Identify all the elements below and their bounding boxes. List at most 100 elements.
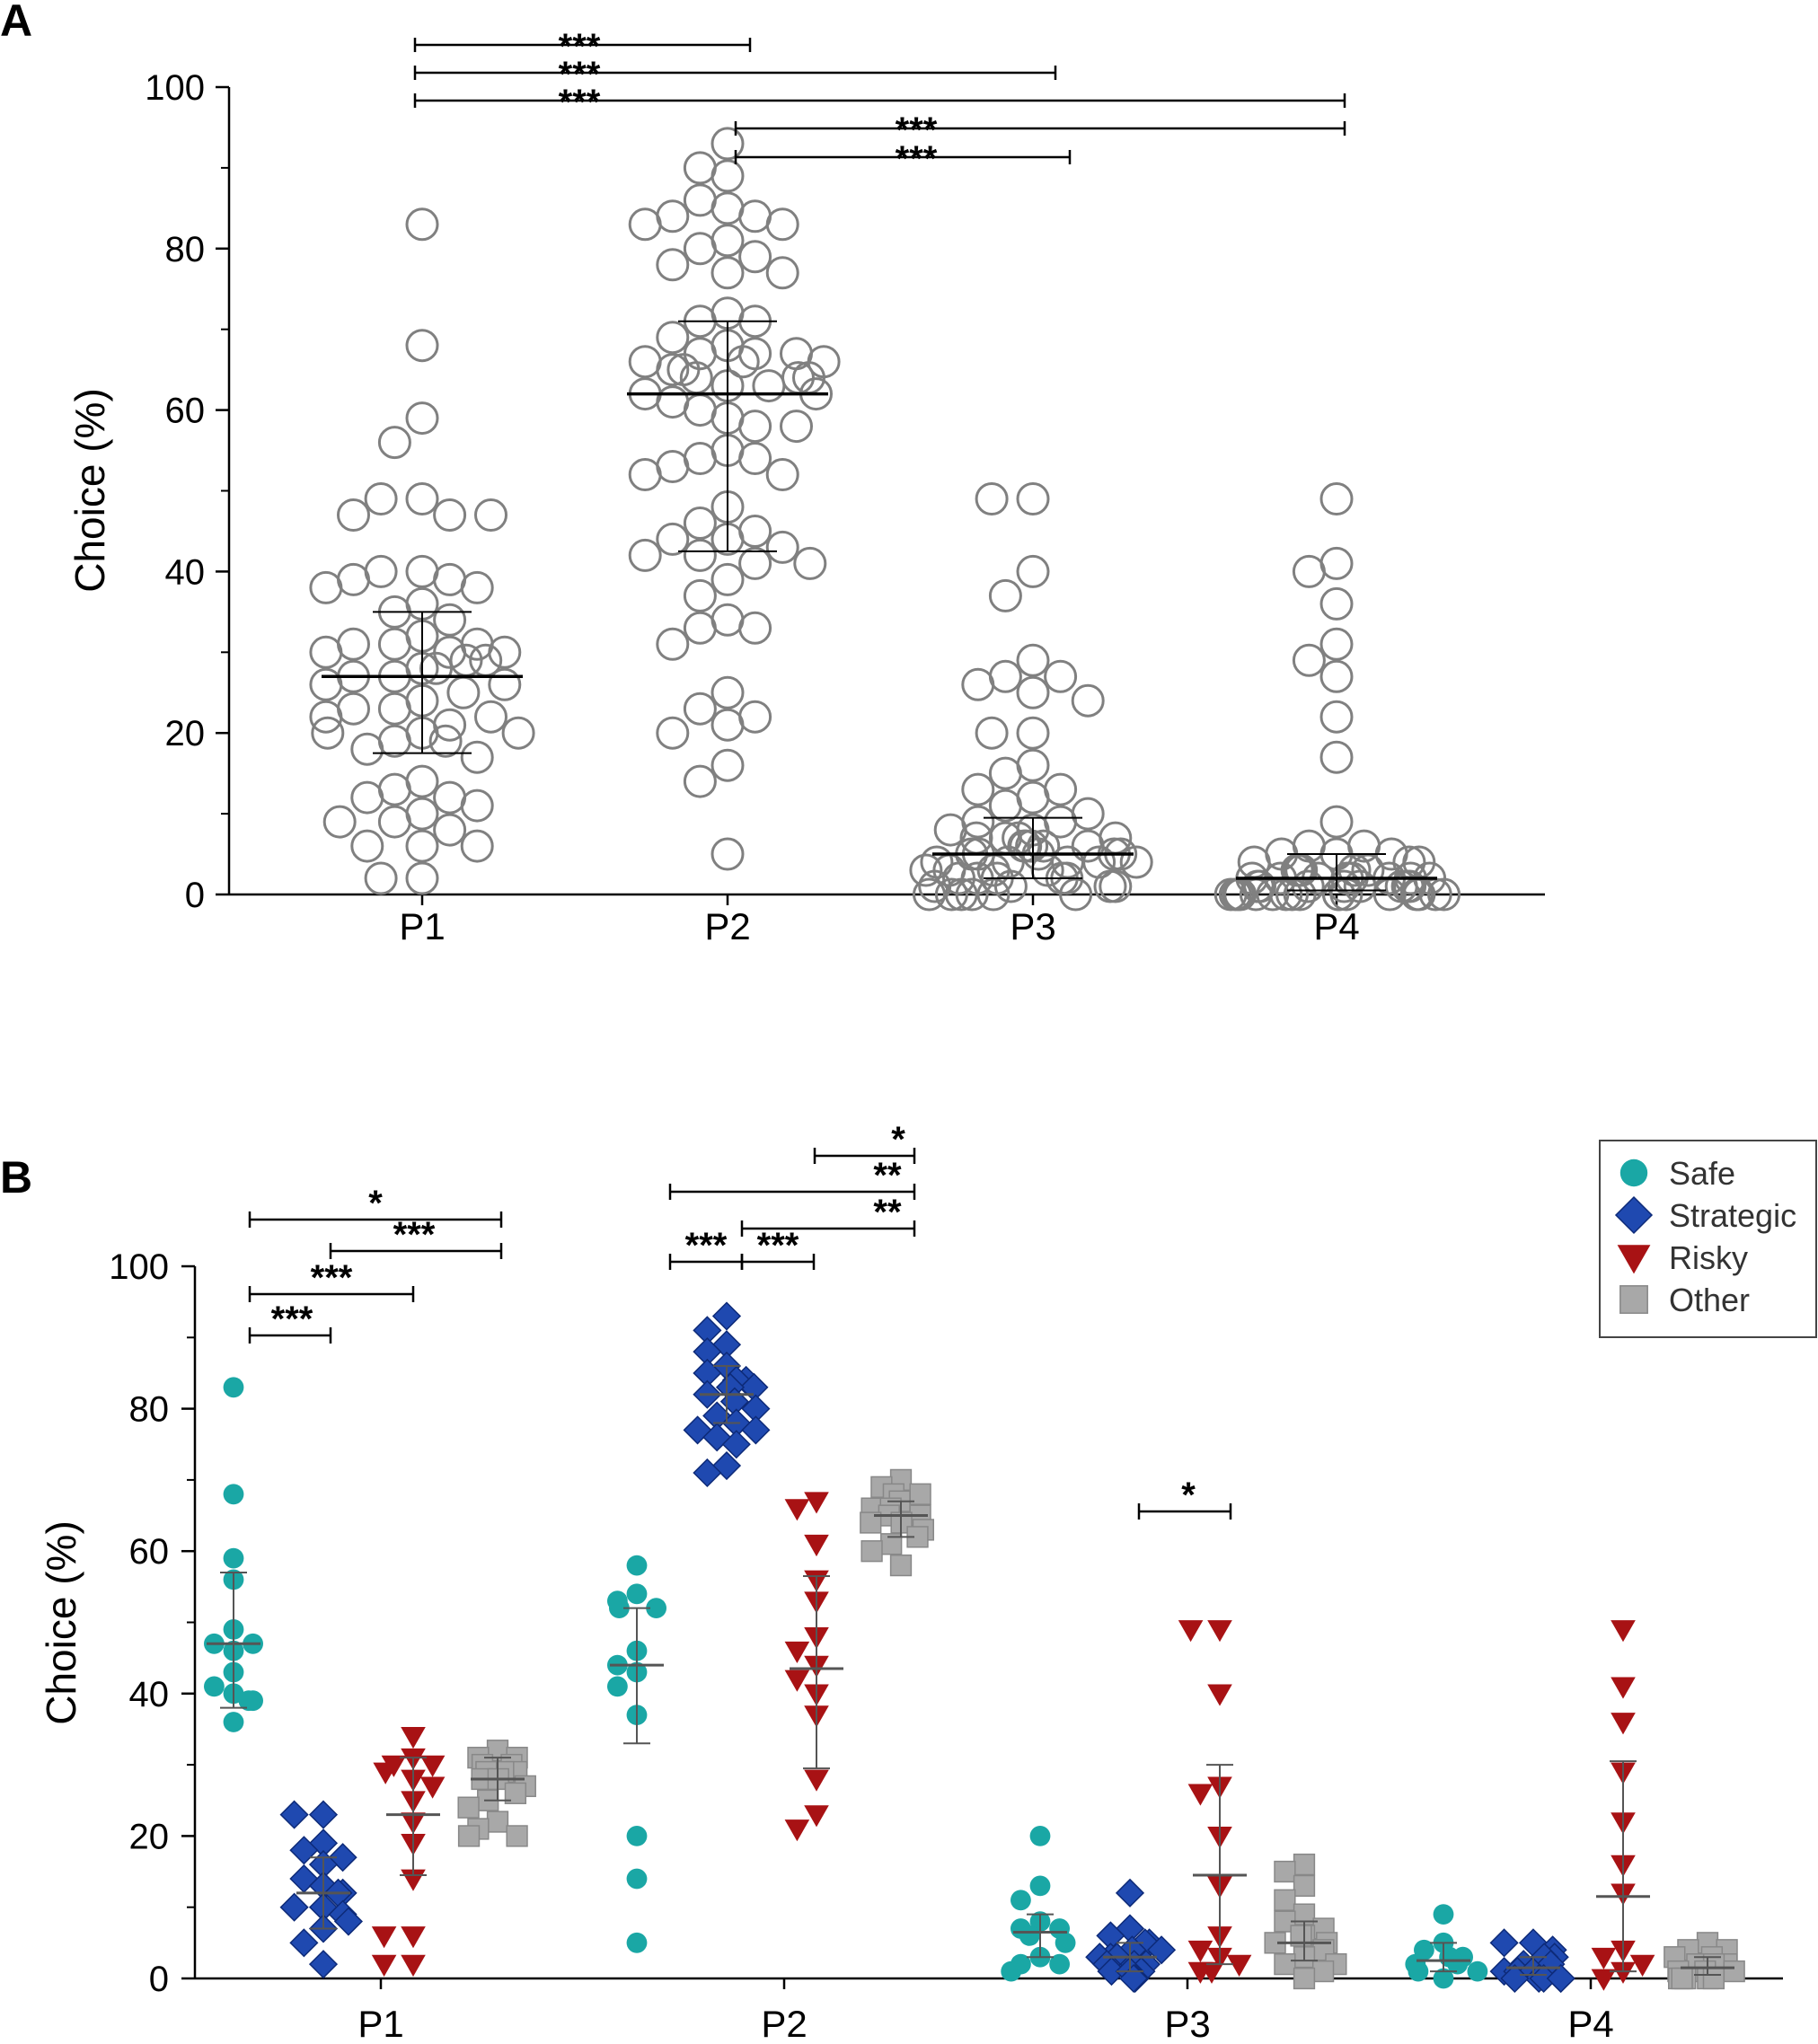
panel-b-data-point-other <box>1294 1969 1315 1989</box>
panel-a-data-point <box>712 128 743 159</box>
panel-b-data-point-safe <box>627 1826 648 1846</box>
panel-a-data-point <box>767 209 798 240</box>
panel-a-data-point <box>1293 556 1324 586</box>
panel-a-data-point <box>684 580 715 611</box>
panel-b-data-point-risky <box>1611 1678 1636 1699</box>
panel-a-data-point <box>740 242 771 272</box>
panel-a-data-point <box>684 233 715 264</box>
panel-b-sig-label: *** <box>271 1300 313 1339</box>
panel-a-data-point <box>657 452 688 482</box>
panel-b-data-point-strategic <box>1116 1880 1143 1907</box>
panel-a-data-point <box>1072 685 1103 716</box>
panel-a-data-point <box>712 161 743 191</box>
panel-b-y-tick-label: 100 <box>109 1247 169 1287</box>
panel-b-data-point-strategic <box>281 1802 308 1828</box>
panel-a-data-point <box>630 347 660 377</box>
panel-a-data-point <box>352 782 383 813</box>
panel-a-data-point <box>684 508 715 539</box>
panel-b-data-point-safe <box>627 1583 648 1604</box>
panel-b-data-point-risky <box>804 1535 829 1556</box>
panel-b-data-point-risky <box>420 1756 446 1777</box>
panel-a-data-point <box>781 411 812 442</box>
panel-b-data-point-risky <box>1207 1684 1232 1705</box>
panel-b: B Choice (%) 020406080100P1 P2 P3 P4 ******… <box>0 1120 1816 2044</box>
panel-b-data-point-other <box>507 1826 527 1846</box>
panel-b-data-point-strategic <box>310 1951 337 1978</box>
panel-a-data-point <box>754 371 784 401</box>
panel-b-legend: SafeStrategicRiskyOther <box>1600 1141 1816 1337</box>
panel-a-data-point <box>657 387 688 418</box>
panel-a-data-point <box>476 701 507 732</box>
panel-a-data-point <box>740 411 771 442</box>
panel-b-data-point-safe <box>1030 1876 1051 1897</box>
panel-a-data-point <box>1046 661 1076 692</box>
panel-b-data-point-other <box>1313 1961 1334 1982</box>
legend-label-safe: Safe <box>1669 1155 1735 1192</box>
panel-a-data-point <box>407 766 437 797</box>
panel-b-x-tick-label-p3: P3 <box>1164 2003 1210 2044</box>
panel-b-data-point-risky <box>785 1819 810 1841</box>
panel-a-data-point <box>435 782 465 813</box>
panel-a-y-tick-label: 0 <box>185 876 205 915</box>
panel-a-data-point <box>407 209 437 240</box>
panel-a: A Choice (%) 020406080100P1 P2 P3 P4 ******… <box>0 0 1545 947</box>
panel-a-data-point <box>435 604 465 635</box>
panel-a-data-point <box>352 831 383 861</box>
panel-b-data-point-risky <box>401 1727 426 1749</box>
panel-a-data-point <box>379 774 410 805</box>
panel-a-y-tick-label: 80 <box>165 230 206 269</box>
panel-b-data-point-safe <box>1055 1933 1076 1953</box>
panel-a-data-point <box>407 863 437 894</box>
panel-a-data-point <box>407 798 437 829</box>
panel-a-data-point <box>712 604 743 635</box>
panel-b-sig-label: *** <box>393 1215 436 1255</box>
panel-a-data-point <box>767 258 798 288</box>
panel-b-data-point-other <box>861 1541 882 1562</box>
panel-a-data-point <box>366 863 396 894</box>
panel-a-data-point <box>448 677 479 708</box>
panel-b-sig-label: ** <box>873 1193 902 1232</box>
panel-b-x-tick-label-p1: P1 <box>357 2003 403 2044</box>
panel-a-letter: A <box>0 0 32 46</box>
panel-a-data-point <box>407 403 437 434</box>
panel-a-data-point <box>1321 629 1352 659</box>
panel-b-data-point-safe <box>1030 1826 1051 1846</box>
panel-a-data-point <box>740 701 771 732</box>
panel-a-data-point <box>324 806 355 837</box>
panel-a-data-point <box>990 758 1020 789</box>
panel-b-data-point-other <box>891 1555 912 1576</box>
panel-a-data-point <box>657 629 688 659</box>
panel-b-data-point-risky <box>1592 1969 1617 1991</box>
panel-a-data-point <box>407 330 437 361</box>
panel-a-data-point <box>740 444 771 474</box>
panel-b-data-point-risky <box>1592 1948 1617 1969</box>
panel-a-data-point <box>1321 661 1352 692</box>
panel-a-data-point <box>1321 701 1352 732</box>
panel-a-data-point <box>339 564 369 595</box>
panel-b-data-point-other <box>1294 1855 1315 1875</box>
panel-a-data-point <box>1018 718 1048 748</box>
panel-a-data-point <box>712 225 743 256</box>
panel-b-letter: B <box>0 1152 32 1203</box>
panel-a-data-point <box>476 500 507 531</box>
panel-b-y-tick-label: 80 <box>129 1390 170 1430</box>
panel-a-data-point <box>1018 556 1048 586</box>
panel-b-data-point-other <box>458 1797 479 1818</box>
panel-a-data-point <box>684 612 715 643</box>
panel-a-sig-label: *** <box>559 83 601 122</box>
panel-a-data-point <box>407 484 437 515</box>
panel-a-data-point <box>407 556 437 586</box>
panel-a-sig-label: *** <box>896 139 938 179</box>
panel-a-data-point <box>462 790 492 821</box>
panel-a-data-point <box>976 484 1007 515</box>
panel-b-data-point-risky <box>401 1926 426 1948</box>
panel-a-data-point <box>963 669 993 700</box>
panel-b-data-point-risky <box>1611 1620 1636 1642</box>
panel-a-data-point <box>684 444 715 474</box>
panel-b-data-point-risky <box>1178 1620 1204 1642</box>
panel-a-data-point <box>684 766 715 797</box>
panel-b-x-tick-label-p2: P2 <box>761 2003 807 2044</box>
panel-a-data-point <box>366 484 396 515</box>
panel-a-data-point <box>1018 677 1048 708</box>
panel-b-data-point-safe <box>224 1712 244 1732</box>
